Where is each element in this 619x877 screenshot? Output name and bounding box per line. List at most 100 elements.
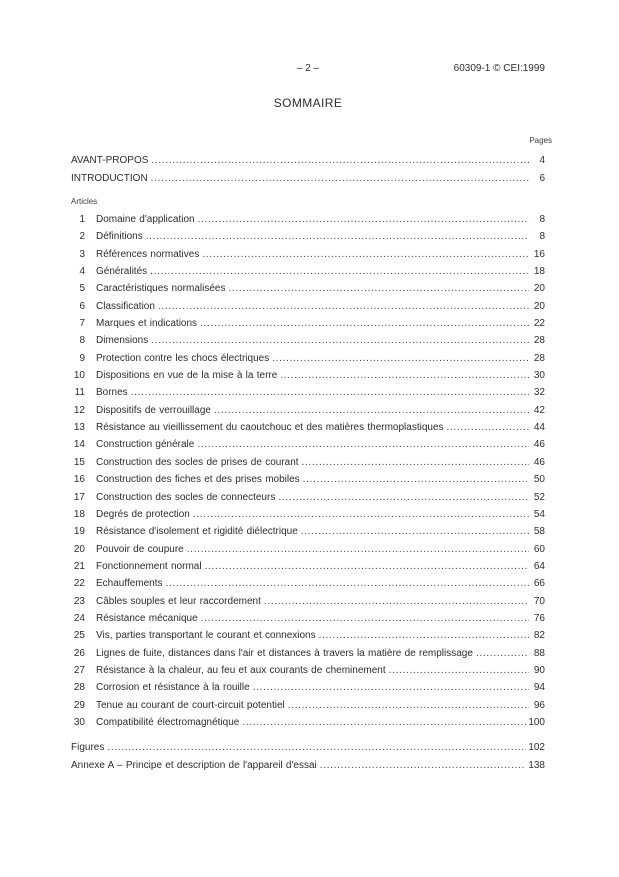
toc-row: INTRODUCTION ...........................… [71,170,545,188]
article-page: 70 [533,595,545,607]
article-title: Domaine d'application [96,214,195,225]
dot-leader: ........................................… [197,214,529,225]
dot-leader: ........................................… [204,560,529,572]
article-page: 46 [533,456,545,468]
article-page: 66 [533,578,545,590]
article-title: Protection contre les chocs électriques [96,352,270,364]
article-page: 8 [539,214,545,225]
dot-leader: ........................................… [200,612,529,624]
article-page: 32 [533,387,545,399]
article-title: Construction des socles de prises de cou… [96,456,299,468]
article-page: 88 [533,647,545,659]
toc-article-row: 17 Construction des socles de connecteur… [71,489,545,506]
article-page: 58 [533,526,545,538]
article-number: 22 [73,578,85,590]
toc-entry-page: 4 [539,155,545,166]
article-title: Dimensions [96,335,149,347]
toc-article-row: 4 Généralités ..........................… [71,263,545,280]
toc-article-row: 28 Corrosion et résistance à la rouille … [71,679,545,696]
toc-article-row: 10 Dispositions en vue de la mise à la t… [71,367,545,384]
article-number: 21 [73,560,85,572]
article-title: Résistance mécanique [96,612,198,624]
article-number: 2 [79,231,85,243]
dot-leader: ........................................… [202,248,529,260]
dot-leader: ........................................… [242,716,527,728]
toc-article-row: 11 Bornes ..............................… [71,384,545,401]
article-number: 11 [74,387,85,399]
article-page: 52 [533,491,545,503]
article-title: Vis, parties transportant le courant et … [96,630,316,642]
article-number: 24 [73,612,85,624]
dot-leader: ........................................… [200,318,529,330]
dot-leader: ........................................… [107,742,526,754]
article-page: 16 [533,248,545,260]
article-title: Pouvoir de coupure [96,543,184,555]
articles-list: 1 Domaine d'application ................… [71,211,545,731]
dot-leader: ........................................… [197,439,529,451]
article-number: 4 [79,266,85,278]
article-title: Echauffements [96,578,163,590]
article-number: 27 [73,664,85,676]
article-title: Construction des socles de connecteurs [96,491,276,503]
article-title: Marques et indications [96,318,198,330]
toc-article-row: 19 Résistance d'isolement et rigidité di… [71,523,545,540]
article-title: Compatibilité électromagnétique [96,716,240,728]
article-page: 76 [533,612,545,624]
article-number: 5 [79,283,85,295]
article-page: 28 [533,352,545,364]
article-number: 12 [73,404,85,416]
dot-leader: ........................................… [287,699,529,711]
toc-article-row: 26 Lignes de fuite, distances dans l'air… [71,645,545,662]
toc-article-row: 13 Résistance au vieillissement du caout… [71,419,545,436]
article-page: 96 [533,699,545,711]
article-number: 20 [73,543,85,555]
dot-leader: ........................................… [228,283,529,295]
toc-article-row: 21 Fonctionnement normal ...............… [71,558,545,575]
toc-article-row: 8 Dimensions ...........................… [71,332,545,349]
toc-article-row: 9 Protection contre les chocs électrique… [71,350,545,367]
article-title: Degrés de protection [96,508,190,520]
article-number: 25 [73,630,85,642]
article-page: 94 [533,682,545,694]
toc-row: AVANT-PROPOS ...........................… [71,152,545,170]
toc-article-row: 5 Caractéristiques normalisées .........… [71,280,545,297]
toc-entry-label: Annexe A – Principe et description de l'… [71,760,317,772]
back-matter-list: Figures ................................… [71,739,545,775]
dot-leader: ........................................… [278,491,529,503]
dot-leader: ........................................… [263,595,529,607]
article-title: Corrosion et résistance à la rouille [96,682,250,694]
article-number: 14 [73,439,85,451]
toc-article-row: 3 Références normatives ................… [71,246,545,263]
toc-article-row: 29 Tenue au courant de court-circuit pot… [71,697,545,714]
article-title: Résistance d'isolement et rigidité diéle… [96,526,298,538]
toc-article-row: 25 Vis, parties transportant le courant … [71,627,545,644]
article-number: 17 [73,491,85,503]
page-title: SOMMAIRE [273,96,343,110]
toc-article-row: 12 Dispositifs de verrouillage .........… [71,402,545,419]
toc-row: Figures ................................… [71,739,545,757]
dot-leader: ........................................… [150,266,529,278]
pages-column-label: Pages [529,136,552,145]
article-number: 3 [79,248,85,260]
toc-row: Annexe A – Principe et description de l'… [71,757,545,775]
article-title: Références normatives [96,248,200,260]
dot-leader: ........................................… [151,155,529,166]
toc-article-row: 24 Résistance mécanique ................… [71,610,545,627]
page-number-marker: – 2 – [296,63,320,74]
dot-leader: ........................................… [130,387,529,399]
page-header: – 2 – 60309-1 © CEI:1999 [71,62,545,75]
dot-leader: ........................................… [157,300,529,312]
dot-leader: ........................................… [150,173,529,184]
dot-leader: ........................................… [301,456,529,468]
article-title: Lignes de fuite, distances dans l'air et… [96,647,473,659]
article-title: Caractéristiques normalisées [96,283,226,295]
dot-leader: ........................................… [319,760,527,772]
dot-leader: ........................................… [302,474,529,486]
toc-article-row: 2 Définitions ..........................… [71,228,545,245]
article-number: 9 [79,352,85,364]
article-title: Construction générale [96,439,195,451]
toc-article-row: 27 Résistance à la chaleur, au feu et au… [71,662,545,679]
article-page: 8 [539,231,545,243]
article-number: 16 [73,474,85,486]
